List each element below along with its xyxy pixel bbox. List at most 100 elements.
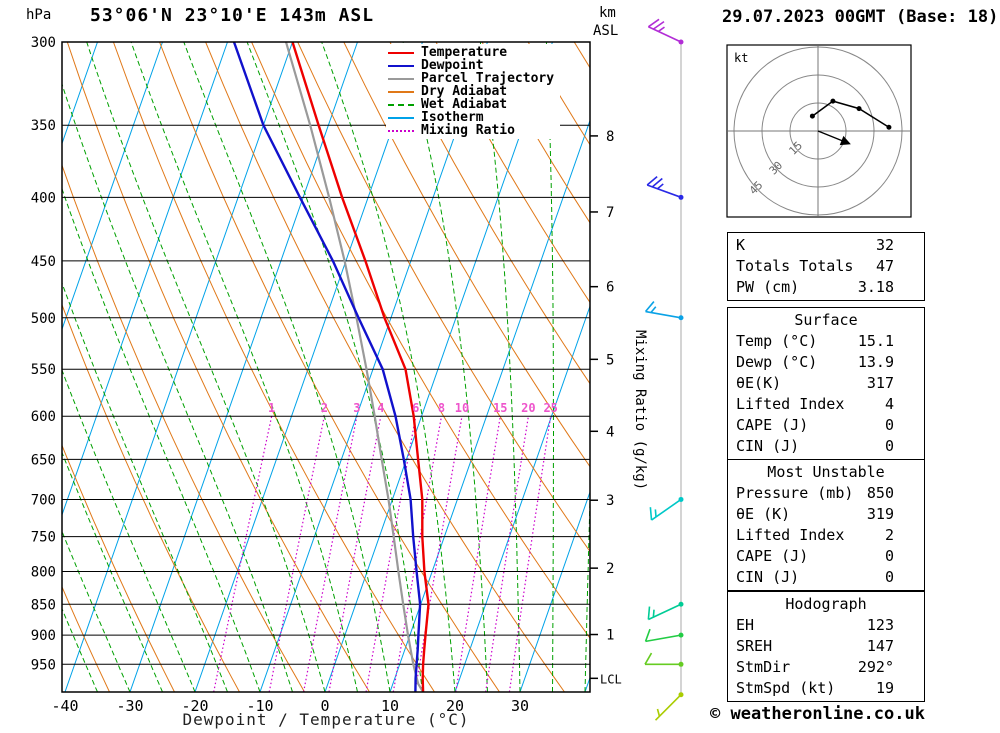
legend-line-sample [388, 77, 414, 80]
pressure-tick-label: 350 [31, 118, 56, 134]
isotherm-lines [62, 42, 590, 692]
temp-tick-label: -30 [116, 697, 143, 715]
stat-label: PW (cm) [736, 278, 800, 296]
legend-item-label: Isotherm [421, 110, 484, 125]
hodograph-trace-dot [809, 113, 815, 119]
stat-label: Lifted Index [736, 395, 845, 413]
station-title: 53°06'N 23°10'E 143m ASL [90, 5, 375, 26]
temp-tick-label: 30 [511, 697, 529, 715]
legend-line-sample [388, 116, 414, 119]
wind-barb [646, 176, 684, 200]
stat-value: 0 [884, 416, 894, 434]
legend-item-label: Parcel Trajectory [421, 71, 555, 86]
dewpoint-curve [232, 42, 422, 692]
height-tick-label: 4 [606, 424, 614, 440]
pressure-tick-label: 650 [31, 452, 56, 468]
mixing-ratio-lines [213, 416, 552, 692]
stat-value: 123 [866, 616, 894, 634]
wind-barb [647, 601, 684, 621]
stat-label: Temp (°C) [736, 332, 818, 350]
stat-label: Dewp (°C) [736, 353, 818, 371]
temperature-curve [291, 42, 430, 692]
stat-row: PW (cm) 3.18 [728, 277, 924, 298]
wind-barb [644, 301, 684, 321]
pressure-tick-label: 500 [31, 311, 56, 327]
profile-curves [232, 42, 430, 692]
stat-label: SREH [736, 637, 773, 655]
height-axis: 8 7 6 5 4 3 2 1 LCL [590, 129, 622, 686]
stats-table: K 32 Totals Totals 47 PW (cm) 3.18 [727, 232, 925, 301]
parcel-trajectory-curve [284, 42, 425, 692]
stats-table: Most Unstable Pressure (mb) 850 θE (K) 319 Li… [727, 459, 925, 591]
mixing-ratio-value-label: 15 [493, 401, 507, 415]
legend-item: Dewpoint [388, 59, 554, 72]
stats-table-header: Surface [794, 311, 858, 329]
pressure-tick-label: 800 [31, 565, 56, 581]
stat-value: 2 [884, 526, 894, 544]
stat-label: StmDir [736, 658, 791, 676]
temp-tick-label: -20 [181, 697, 208, 715]
legend-item-label: Mixing Ratio [421, 123, 515, 138]
height-tick-label: 8 [606, 129, 614, 145]
stat-row: CIN (J) 0 [728, 567, 924, 588]
height-tick-label: 2 [606, 561, 614, 577]
stat-label: CIN (J) [736, 437, 800, 455]
pressure-tick-label: 600 [31, 409, 56, 425]
stat-row: CAPE (J) 0 [728, 546, 924, 567]
km-axis-unit: km [599, 5, 616, 21]
stat-label: Pressure (mb) [736, 484, 854, 502]
stat-value: 32 [875, 236, 894, 254]
height-tick-label: 5 [606, 352, 614, 368]
stats-table-header: Most Unstable [767, 463, 885, 481]
wind-barb [647, 18, 684, 45]
stat-row: θE(K) 317 [728, 373, 924, 394]
stat-label: Totals Totals [736, 257, 854, 275]
pressure-tick-label: 750 [31, 530, 56, 546]
legend-line-sample [388, 64, 414, 67]
pressure-tick-label: 950 [31, 657, 56, 673]
stat-row: Lifted Index 4 [728, 394, 924, 415]
mixing-ratio-value-label: 25 [543, 401, 557, 415]
stat-label: CAPE (J) [736, 416, 809, 434]
pressure-axis-labels: 300 350 400 450 500 550 600 650 700 750 800 850 900 9… [31, 35, 56, 673]
stat-value: 850 [866, 484, 894, 502]
legend-item-label: Temperature [421, 45, 508, 60]
x-axis-title: Dewpoint / Temperature (°C) [182, 710, 470, 729]
mixing-ratio-value-label: 3 [353, 401, 360, 415]
wind-barb [644, 628, 684, 643]
stat-row: SREH 147 [728, 636, 924, 657]
stat-label: StmSpd (kt) [736, 679, 836, 697]
pressure-tick-label: 700 [31, 492, 56, 508]
pressure-tick-label: 900 [31, 628, 56, 644]
stat-row: Totals Totals 47 [728, 256, 924, 277]
wind-barb [654, 692, 684, 721]
stat-label: K [736, 236, 746, 254]
stat-value: 13.9 [857, 353, 894, 371]
stat-label: Lifted Index [736, 526, 845, 544]
stat-value: 15.1 [857, 332, 894, 350]
storm-motion-vector [817, 130, 844, 142]
temp-tick-label: -10 [246, 697, 273, 715]
temp-tick-label: 0 [320, 697, 329, 715]
stat-value: 292° [857, 658, 894, 676]
stat-value: 4 [884, 395, 894, 413]
stat-value: 147 [866, 637, 894, 655]
stat-label: θE(K) [736, 374, 782, 392]
legend-line-sample [388, 90, 414, 93]
wet-adiabat-lines [62, 42, 590, 692]
wind-barb [649, 496, 684, 521]
stat-row: StmDir 292° [728, 657, 924, 678]
mixing-ratio-value-label: 8 [438, 401, 445, 415]
pressure-tick-label: 550 [31, 362, 56, 378]
background-lines [62, 42, 590, 692]
hodograph-unit-label: kt [734, 51, 748, 65]
stats-table-header: Hodograph [785, 595, 867, 613]
hodograph-trace-dot [856, 106, 862, 112]
legend-line-sample [388, 103, 414, 106]
temp-tick-label: -40 [51, 697, 78, 715]
mixing-ratio-axis-title: Mixing Ratio (g/kg) [632, 330, 648, 491]
pressure-tick-label: 400 [31, 190, 56, 206]
mixing-ratio-value-label: 4 [377, 401, 384, 415]
